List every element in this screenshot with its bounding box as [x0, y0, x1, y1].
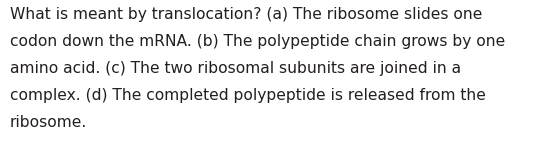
- Text: complex. (d) The completed polypeptide is released from the: complex. (d) The completed polypeptide i…: [10, 88, 486, 103]
- Text: What is meant by translocation? (a) The ribosome slides one: What is meant by translocation? (a) The …: [10, 7, 483, 22]
- Text: amino acid. (c) The two ribosomal subunits are joined in a: amino acid. (c) The two ribosomal subuni…: [10, 61, 461, 76]
- Text: codon down the mRNA. (b) The polypeptide chain grows by one: codon down the mRNA. (b) The polypeptide…: [10, 34, 506, 49]
- Text: ribosome.: ribosome.: [10, 115, 87, 130]
